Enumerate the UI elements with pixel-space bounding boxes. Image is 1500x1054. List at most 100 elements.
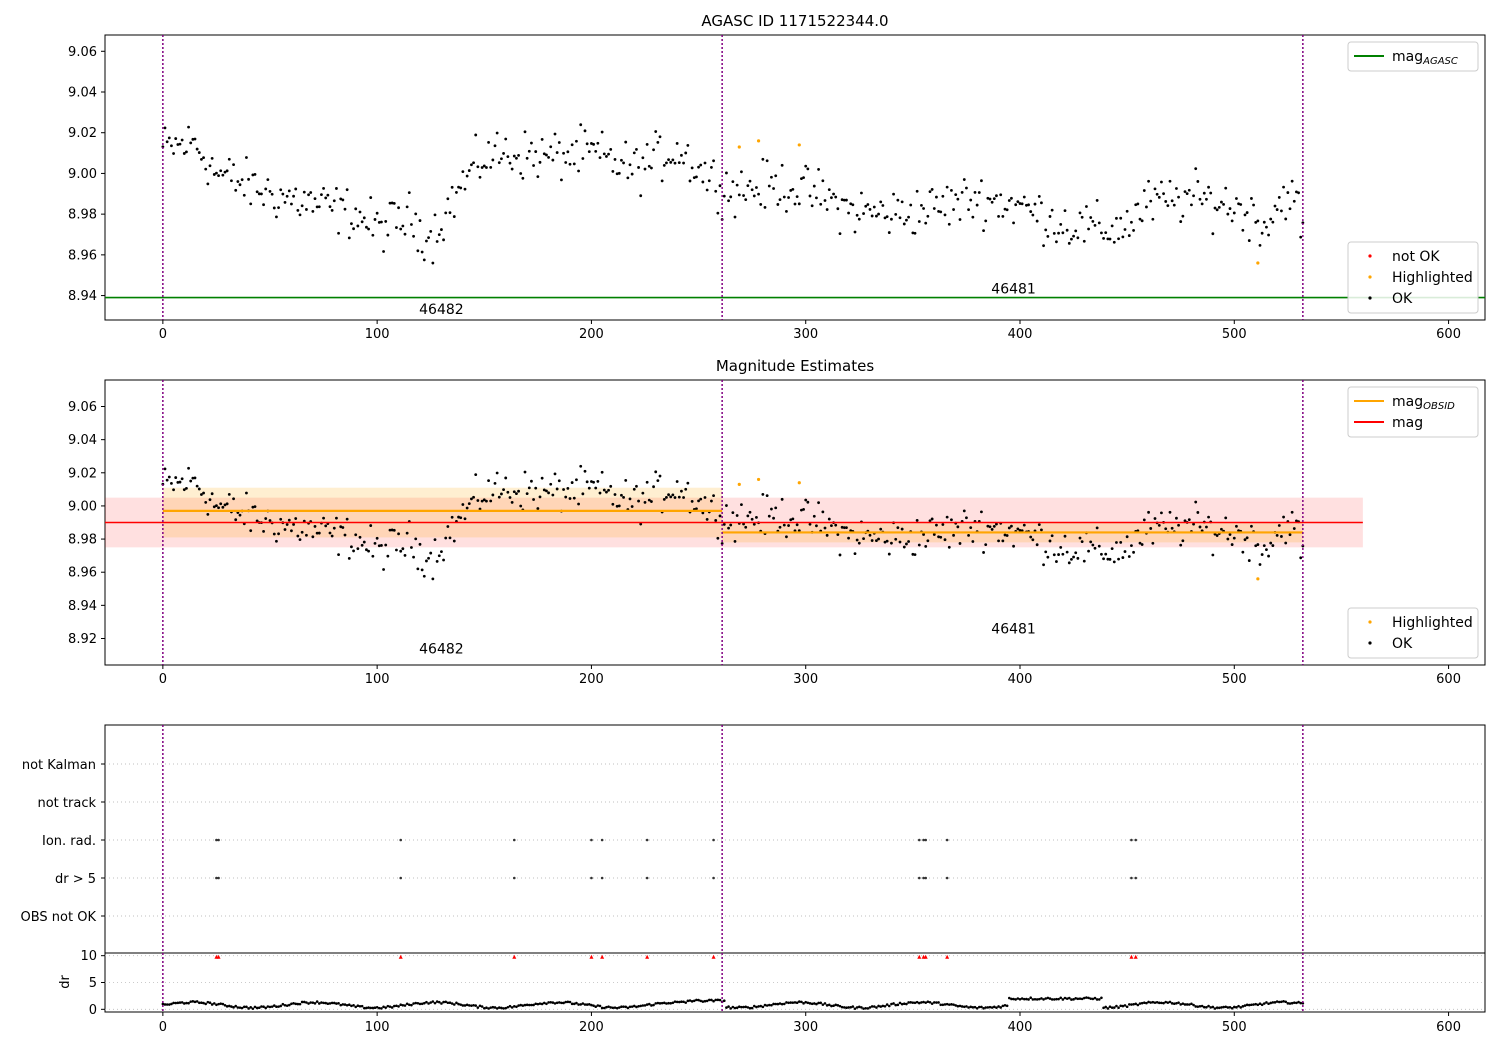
ok-point xyxy=(294,187,298,191)
y-tick-label: 8.98 xyxy=(68,533,97,548)
ok-point xyxy=(425,559,428,563)
dr-point xyxy=(418,1002,422,1006)
dr-point xyxy=(510,1006,514,1009)
dr-point xyxy=(343,1003,347,1006)
ok-point xyxy=(1138,541,1142,545)
legend-label: Highlighted xyxy=(1392,615,1473,631)
dr-point xyxy=(266,1005,270,1008)
ok-point xyxy=(727,199,730,203)
ok-point xyxy=(712,494,715,498)
ok-point xyxy=(988,197,992,201)
ok-point xyxy=(967,534,970,537)
ok-point xyxy=(1262,544,1266,548)
ok-point xyxy=(924,544,928,548)
ok-point xyxy=(545,489,548,493)
ok-point xyxy=(380,544,383,547)
ok-point xyxy=(1149,527,1153,530)
ok-point xyxy=(1046,555,1050,559)
dr-point xyxy=(292,1001,295,1005)
ok-point xyxy=(1183,190,1187,194)
dr-point xyxy=(611,1006,615,1010)
dr-point xyxy=(645,1003,649,1006)
ok-point xyxy=(785,535,788,539)
ok-point xyxy=(1142,189,1146,192)
ok-point xyxy=(845,198,848,202)
ok-point xyxy=(298,213,302,217)
ok-point xyxy=(489,499,493,503)
highlighted-point xyxy=(1256,261,1260,265)
dr-point xyxy=(1080,997,1084,1001)
ok-point xyxy=(952,533,955,537)
ok-point xyxy=(562,488,565,491)
ok-point xyxy=(765,159,769,163)
ok-point xyxy=(740,503,743,507)
dr-point xyxy=(1052,998,1056,1001)
dr-point xyxy=(403,1004,407,1007)
ok-point xyxy=(1022,523,1026,527)
dr-point xyxy=(412,1002,415,1005)
dr-point xyxy=(652,1003,655,1007)
ok-point xyxy=(967,208,970,212)
legend-dot-swatch xyxy=(1368,620,1372,624)
ok-point xyxy=(193,476,197,480)
ok-point xyxy=(1147,510,1150,514)
dr-point xyxy=(654,1002,658,1005)
dr-tick-label: 0 xyxy=(89,1003,97,1018)
ok-point xyxy=(699,497,703,501)
dr-point xyxy=(962,1005,966,1009)
dr-point xyxy=(596,1004,600,1007)
ok-point xyxy=(163,126,167,130)
ok-point xyxy=(915,519,919,522)
dr-point xyxy=(733,1006,737,1010)
ok-point xyxy=(215,504,218,508)
dr-point xyxy=(958,1004,962,1008)
ok-point xyxy=(354,207,358,211)
ok-point xyxy=(1067,561,1071,565)
x-tick-label: 500 xyxy=(1222,327,1247,342)
ok-point xyxy=(330,534,334,538)
ok-point xyxy=(1295,190,1298,194)
ok-point xyxy=(202,491,205,495)
dr-point xyxy=(380,1007,383,1010)
ok-point xyxy=(1250,524,1253,528)
ok-point xyxy=(1157,523,1161,527)
ok-point xyxy=(665,495,668,499)
ok-point xyxy=(847,536,850,540)
ok-point xyxy=(665,161,668,165)
dr-point xyxy=(752,1004,756,1008)
dr-point xyxy=(264,1006,268,1010)
dr-point xyxy=(1252,1003,1255,1006)
ok-point xyxy=(517,153,520,157)
dr-point xyxy=(845,1006,848,1010)
ok-point xyxy=(465,506,469,510)
ok-point xyxy=(264,517,268,520)
ok-point xyxy=(401,224,405,228)
ok-point xyxy=(315,205,319,209)
dr-point xyxy=(1192,1003,1195,1007)
ok-point xyxy=(1209,191,1213,195)
dr-point xyxy=(476,1006,480,1009)
ok-point xyxy=(1029,535,1033,539)
ok-point xyxy=(830,196,833,200)
ok-point xyxy=(178,480,182,484)
ok-point xyxy=(782,195,786,199)
dr-point xyxy=(1031,998,1035,1001)
dr-point xyxy=(675,1000,679,1004)
ok-point xyxy=(219,169,223,173)
ok-point xyxy=(324,196,328,200)
ok-point xyxy=(887,552,891,556)
dr-point xyxy=(467,1004,471,1007)
ok-point xyxy=(1106,557,1110,561)
ok-point xyxy=(283,528,287,531)
ok-point xyxy=(1061,552,1065,556)
ok-point xyxy=(1241,550,1245,554)
ok-point xyxy=(474,473,478,477)
dr-point xyxy=(832,1004,835,1008)
ok-point xyxy=(337,553,340,557)
ok-point xyxy=(482,164,486,168)
dr-point xyxy=(802,1002,805,1005)
ok-point xyxy=(275,539,278,543)
ok-point xyxy=(1016,200,1020,203)
dr-point xyxy=(251,1007,255,1010)
ok-point xyxy=(1050,208,1054,212)
